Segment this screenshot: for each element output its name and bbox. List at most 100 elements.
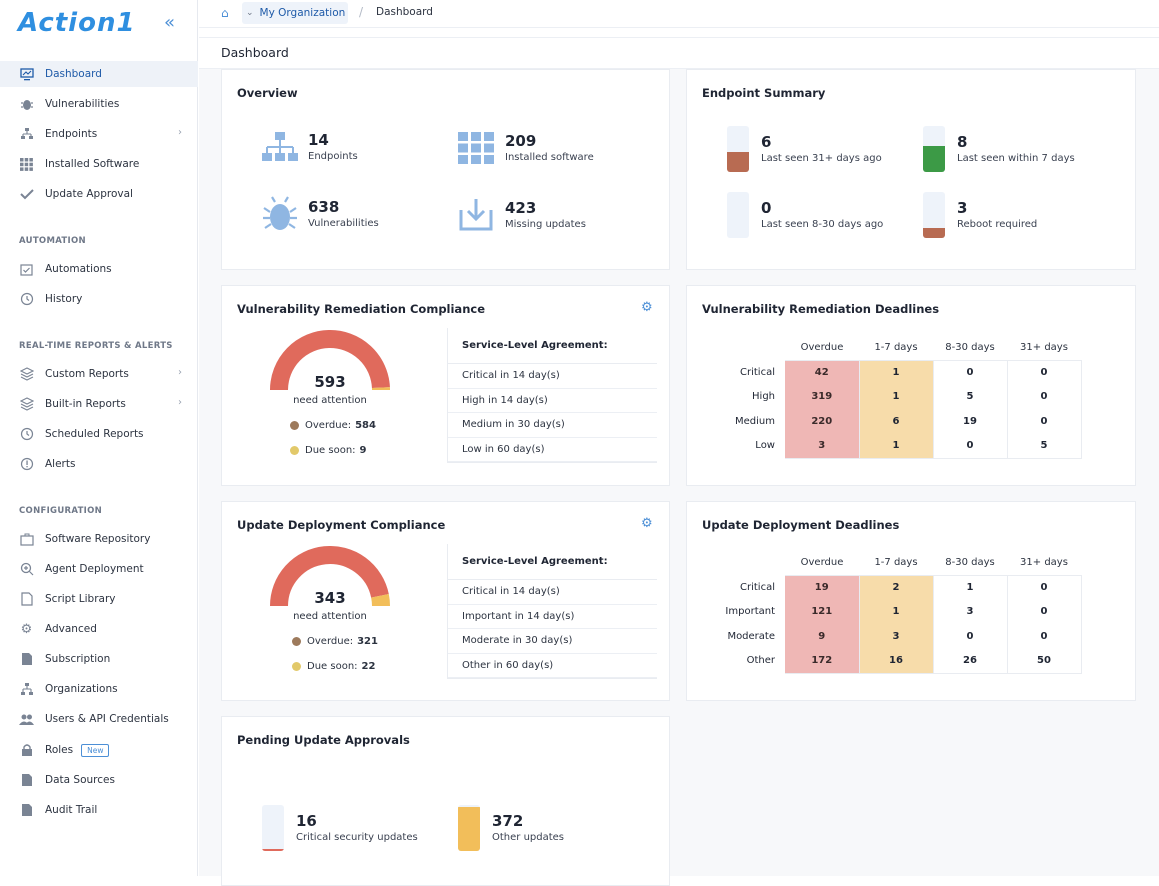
- collapse-sidebar-icon[interactable]: «: [164, 12, 175, 33]
- sidebar-item-software-repository[interactable]: Software Repository: [0, 526, 198, 552]
- download-icon: [458, 198, 494, 232]
- endpoint-stat-reboot[interactable]: 3 Reboot required: [923, 192, 1037, 238]
- sidebar-item-label: Advanced: [45, 623, 97, 635]
- bar-fill: [458, 807, 480, 851]
- table-cell[interactable]: 0: [1007, 385, 1081, 410]
- gear-icon[interactable]: ⚙: [641, 516, 653, 531]
- table-cell[interactable]: 16: [859, 649, 933, 674]
- table-cell[interactable]: 6: [859, 409, 933, 434]
- metric-missing-updates[interactable]: 423 Missing updates: [458, 198, 586, 232]
- document-icon: [19, 652, 34, 667]
- table-cell[interactable]: 50: [1007, 649, 1081, 674]
- sla-row: Other in 60 day(s): [448, 654, 657, 679]
- metric-endpoints[interactable]: 14 Endpoints: [262, 132, 358, 162]
- sidebar-item-organizations[interactable]: Organizations: [0, 676, 198, 702]
- app-logo[interactable]: Action1: [18, 8, 136, 38]
- sidebar-item-automations[interactable]: Automations: [0, 256, 198, 282]
- table-cell[interactable]: 0: [1007, 409, 1081, 434]
- table-cell[interactable]: 5: [933, 385, 1007, 410]
- sidebar-item-history[interactable]: History: [0, 286, 198, 312]
- table-cell[interactable]: 172: [785, 649, 859, 674]
- sidebar-item-label: Dashboard: [45, 68, 102, 80]
- metric-vulnerabilities[interactable]: 638 Vulnerabilities: [262, 196, 379, 232]
- legend-value: 584: [355, 420, 376, 431]
- organization-selector[interactable]: ⌄ My Organization: [242, 2, 348, 24]
- breadcrumb-current: Dashboard: [376, 6, 433, 18]
- table-cell[interactable]: 1: [859, 600, 933, 625]
- endpoint-stat-31-days[interactable]: 6 Last seen 31+ days ago: [727, 126, 882, 172]
- table-cell[interactable]: 1: [859, 360, 933, 385]
- sidebar-item-dashboard[interactable]: Dashboard: [0, 61, 198, 87]
- table-cell[interactable]: 3: [933, 600, 1007, 625]
- table-cell[interactable]: 2: [859, 575, 933, 600]
- table-cell[interactable]: 42: [785, 360, 859, 385]
- sidebar-item-label: Endpoints: [45, 128, 97, 140]
- pending-other[interactable]: 372 Other updates: [458, 805, 564, 851]
- sidebar-item-advanced[interactable]: ⚙ Advanced: [0, 616, 198, 642]
- sidebar-item-scheduled-reports[interactable]: Scheduled Reports: [0, 421, 198, 447]
- bar-fill: [727, 152, 749, 172]
- sidebar-item-label: Data Sources: [45, 774, 115, 786]
- sidebar-item-data-sources[interactable]: Data Sources: [0, 767, 198, 793]
- table-cell[interactable]: 19: [785, 575, 859, 600]
- table-cell[interactable]: 0: [1007, 600, 1081, 625]
- table-cell[interactable]: 0: [1007, 575, 1081, 600]
- table-cell[interactable]: 0: [1007, 360, 1081, 385]
- sidebar-item-alerts[interactable]: Alerts: [0, 451, 198, 477]
- endpoints-count: 14: [308, 132, 358, 149]
- sidebar-item-label: Scheduled Reports: [45, 428, 144, 440]
- endpoint-stat-7-days[interactable]: 8 Last seen within 7 days: [923, 126, 1075, 172]
- table-cell[interactable]: 319: [785, 385, 859, 410]
- table-cell[interactable]: 3: [785, 434, 859, 459]
- sidebar-item-agent-deployment[interactable]: Agent Deployment: [0, 556, 198, 582]
- pending-critical[interactable]: 16 Critical security updates: [262, 805, 418, 851]
- card-title: Update Deployment Deadlines: [702, 518, 899, 532]
- sidebar-item-built-in-reports[interactable]: Built-in Reports ›: [0, 391, 198, 417]
- table-cell[interactable]: 19: [933, 409, 1007, 434]
- org-chart-icon: [19, 682, 34, 697]
- status-bar: [923, 192, 945, 238]
- sidebar-item-label: Software Repository: [45, 533, 150, 545]
- card-title: Vulnerability Remediation Compliance: [237, 302, 485, 316]
- card-title: Vulnerability Remediation Deadlines: [702, 302, 939, 316]
- monitor-icon: [19, 67, 34, 82]
- sidebar-item-endpoints[interactable]: Endpoints ›: [0, 121, 198, 147]
- overview-card: Overview 14 Endpoints 209 Installed soft…: [221, 69, 670, 270]
- sla-row: Critical in 14 day(s): [448, 364, 657, 389]
- sidebar-item-update-approval[interactable]: Update Approval: [0, 181, 198, 207]
- table-cell[interactable]: 3: [859, 624, 933, 649]
- table-cell[interactable]: 0: [933, 624, 1007, 649]
- chevron-right-icon: ›: [178, 367, 182, 378]
- sidebar-item-subscription[interactable]: Subscription: [0, 646, 198, 672]
- table-cell[interactable]: 1: [859, 385, 933, 410]
- table-cell[interactable]: 220: [785, 409, 859, 434]
- table-cell[interactable]: 26: [933, 649, 1007, 674]
- sidebar-item-roles[interactable]: Roles New: [0, 737, 198, 763]
- gear-icon[interactable]: ⚙: [641, 300, 653, 315]
- stat-label: Other updates: [492, 832, 564, 843]
- table-cell[interactable]: 0: [1007, 624, 1081, 649]
- sidebar-item-users-api[interactable]: Users & API Credentials: [0, 706, 198, 732]
- check-icon: [19, 187, 34, 202]
- table-cell[interactable]: 121: [785, 600, 859, 625]
- sidebar-item-audit-trail[interactable]: Audit Trail: [0, 797, 198, 823]
- sla-row: Important in 14 day(s): [448, 605, 657, 630]
- table-cell[interactable]: 0: [933, 360, 1007, 385]
- endpoint-stat-8-30-days[interactable]: 0 Last seen 8-30 days ago: [727, 192, 883, 238]
- metric-installed-software[interactable]: 209 Installed software: [458, 132, 594, 164]
- table-cell[interactable]: 1: [859, 434, 933, 459]
- sidebar-item-custom-reports[interactable]: Custom Reports ›: [0, 361, 198, 387]
- row-label: Low: [696, 434, 785, 459]
- sidebar-item-installed-software[interactable]: Installed Software: [0, 151, 198, 177]
- table-cell[interactable]: 1: [933, 575, 1007, 600]
- table-cell[interactable]: 0: [933, 434, 1007, 459]
- table-cell[interactable]: 5: [1007, 434, 1081, 459]
- sidebar-item-vulnerabilities[interactable]: Vulnerabilities: [0, 91, 198, 117]
- network-icon: [262, 132, 298, 162]
- table-cell[interactable]: 9: [785, 624, 859, 649]
- home-icon[interactable]: ⌂: [221, 6, 229, 20]
- sidebar-item-script-library[interactable]: Script Library: [0, 586, 198, 612]
- legend-due-soon: Due soon:22: [292, 661, 375, 672]
